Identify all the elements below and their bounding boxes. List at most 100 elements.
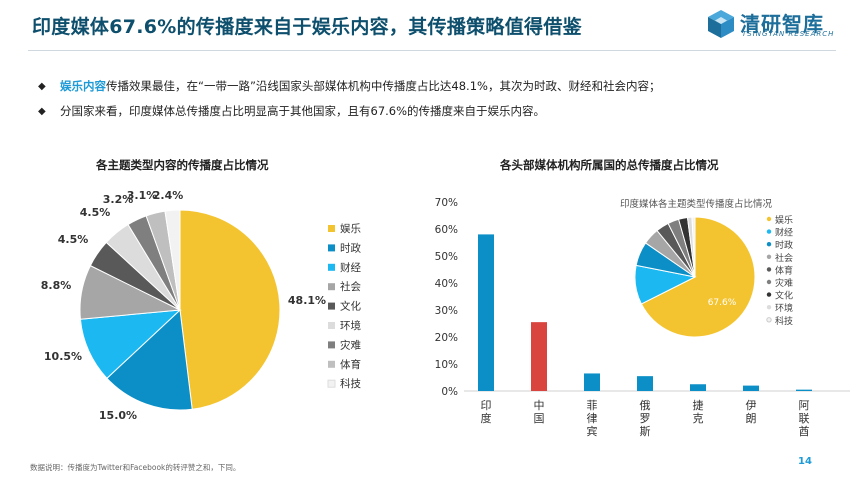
bar-中国 xyxy=(531,322,547,391)
x-tick-label: 阿 xyxy=(799,399,810,412)
legend-label: 体育 xyxy=(340,358,361,371)
legend-label: 环境 xyxy=(340,319,361,332)
legend-label: 时政 xyxy=(340,241,361,254)
diamond-bullet-icon: ◆ xyxy=(38,106,46,117)
y-tick-label: 10% xyxy=(435,359,458,371)
y-tick-label: 50% xyxy=(435,251,458,263)
x-tick-label: 国 xyxy=(534,412,545,425)
y-tick-label: 70% xyxy=(435,197,458,209)
inset-legend-label: 时政 xyxy=(775,239,793,251)
x-tick-label: 克 xyxy=(693,412,704,425)
bar-捷克 xyxy=(690,384,706,391)
inset-pie-slice-娱乐 xyxy=(640,216,756,338)
inset-legend-label: 娱乐 xyxy=(775,214,793,226)
logo-subtitle: TSINGYAN RESEARCH xyxy=(742,30,835,38)
footnote: 数据说明：传播度为Twitter和Facebook的转评赞之和，下同。 xyxy=(30,463,241,472)
pie-slice-科技 xyxy=(164,209,181,311)
legend-swatch xyxy=(328,263,335,271)
y-tick-label: 0% xyxy=(441,386,458,398)
header: 印度媒体67.6%的传播度来自于娱乐内容，其传播策略值得借鉴 清研智库 TSIN… xyxy=(0,0,864,48)
x-tick-label: 中 xyxy=(534,399,545,412)
bar-chart-title: 各头部媒体机构所属国的总传播度占比情况 xyxy=(500,158,719,172)
pie-data-label: 2.4% xyxy=(153,189,184,202)
bullet-list: ◆ 娱乐内容传播效果最佳，在“一带一路”沿线国家头部媒体机构中传播度占比达48.… xyxy=(38,74,848,124)
inset-legend-swatch xyxy=(766,317,772,323)
bullet-text: 分国家来看，印度媒体总传播度占比明显高于其他国家，且有67.6%的传播度来自于娱… xyxy=(60,104,546,118)
logo-cube-icon xyxy=(708,10,734,38)
x-tick-label: 斯 xyxy=(640,425,651,438)
inset-pie-slice-科技 xyxy=(691,216,696,278)
x-tick-label: 伊 xyxy=(746,399,757,412)
pie-chart-title: 各主题类型内容的传播度占比情况 xyxy=(96,158,269,172)
bullet-item-1: ◆ 娱乐内容传播效果最佳，在“一带一路”沿线国家头部媒体机构中传播度占比达48.… xyxy=(38,74,848,99)
pie-data-label: 10.5% xyxy=(44,350,82,363)
inset-legend-label: 财经 xyxy=(775,227,793,239)
logo-text: 清研智库 xyxy=(740,12,824,36)
bullet-item-2: ◆ 分国家来看，印度媒体总传播度占比明显高于其他国家，且有67.6%的传播度来自… xyxy=(38,99,848,124)
legend-swatch xyxy=(327,379,336,388)
legend-swatch xyxy=(328,360,335,368)
page-number: 14 xyxy=(798,456,812,467)
diamond-bullet-icon: ◆ xyxy=(38,81,46,92)
inset-legend-label: 体育 xyxy=(775,264,793,276)
bar-俄罗斯 xyxy=(637,376,653,391)
pie-slice-时政 xyxy=(106,308,193,411)
logo: 清研智库 TSINGYAN RESEARCH xyxy=(706,6,856,42)
pie-data-label: 3.2% xyxy=(103,193,134,206)
pie-data-label: 48.1% xyxy=(288,294,326,307)
inset-legend-swatch xyxy=(766,229,772,234)
legend-label: 娱乐 xyxy=(340,222,361,235)
legend-swatch xyxy=(328,244,335,252)
x-tick-label: 律 xyxy=(587,412,598,425)
x-tick-label: 朗 xyxy=(746,412,757,425)
x-tick-label: 联 xyxy=(799,412,810,425)
inset-pie-title: 印度媒体各主题类型传播度占比情况 xyxy=(620,198,773,210)
pie-data-label: 8.8% xyxy=(41,279,72,292)
pie-data-label: 4.5% xyxy=(80,206,111,219)
x-tick-label: 菲 xyxy=(587,399,598,412)
pie-data-label: 4.5% xyxy=(58,233,89,246)
x-tick-label: 宾 xyxy=(587,424,598,438)
inset-legend-label: 社会 xyxy=(775,252,793,264)
x-tick-label: 酋 xyxy=(799,424,810,438)
pie-data-label: 15.0% xyxy=(99,409,137,422)
inset-legend-swatch xyxy=(766,292,772,297)
y-tick-label: 20% xyxy=(435,332,458,344)
bar-菲律宾 xyxy=(584,373,600,391)
y-tick-label: 40% xyxy=(435,278,458,290)
inset-legend-label: 文化 xyxy=(775,290,793,302)
x-tick-label: 罗 xyxy=(640,412,651,425)
bullet-text: 传播效果最佳，在“一带一路”沿线国家头部媒体机构中传播度占比达48.1%，其次为… xyxy=(106,79,661,93)
header-divider xyxy=(28,50,836,51)
legend-label: 财经 xyxy=(340,261,361,274)
topic-pie-chart: 48.1%15.0%10.5%8.8%4.5%4.5%3.2%3.1%2.4%娱… xyxy=(41,189,362,422)
inset-legend-label: 灾难 xyxy=(775,277,793,289)
inset-legend-swatch xyxy=(766,242,772,247)
inset-legend-swatch xyxy=(766,267,772,272)
legend-label: 社会 xyxy=(340,280,361,293)
inset-legend-swatch xyxy=(766,305,772,310)
bar-伊朗 xyxy=(743,385,759,391)
inset-legend-swatch xyxy=(766,279,772,285)
bullet-highlight: 娱乐内容 xyxy=(60,79,106,93)
legend-swatch xyxy=(328,302,335,310)
country-bar-chart: 0% 10% 20% 30% 40% 50% 60% 70% 印度 中国 菲律宾 俄罗斯 捷克 伊朗 阿联酋… xyxy=(435,197,850,438)
legend-swatch xyxy=(328,322,335,329)
legend-swatch xyxy=(328,283,335,291)
inset-legend-swatch xyxy=(766,254,772,259)
inset-legend-label: 环境 xyxy=(775,302,793,314)
x-tick-label: 度 xyxy=(481,411,492,425)
inset-legend-label: 科技 xyxy=(775,315,793,327)
inset-pie-center-label: 67.6% xyxy=(708,298,737,308)
legend-label: 文化 xyxy=(340,300,361,313)
x-tick-label: 俄 xyxy=(640,399,651,412)
legend-swatch xyxy=(328,341,335,349)
y-tick-label: 30% xyxy=(435,305,458,317)
legend-swatch xyxy=(328,225,335,232)
legend-label: 灾难 xyxy=(340,338,361,351)
page-title: 印度媒体67.6%的传播度来自于娱乐内容，其传播策略值得借鉴 xyxy=(32,16,582,38)
y-tick-label: 60% xyxy=(435,224,458,236)
bar-阿联酋 xyxy=(796,389,812,391)
pie-slice-娱乐 xyxy=(179,209,281,410)
x-tick-label: 印 xyxy=(481,399,492,412)
